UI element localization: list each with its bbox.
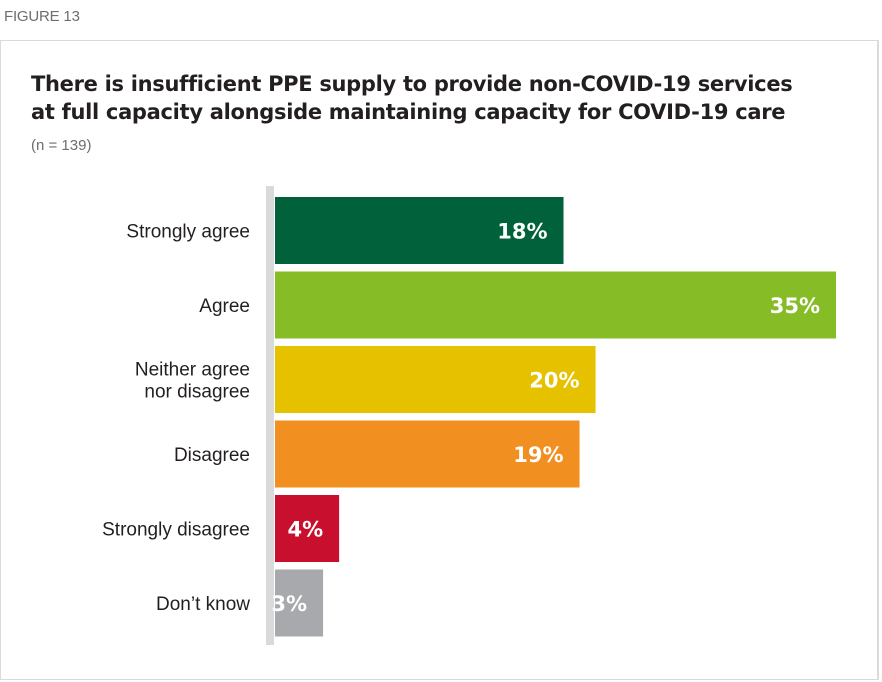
category-label-line: nor disagree (144, 382, 250, 403)
category-label: Don’t know (156, 594, 250, 615)
category-label: Strongly agree (126, 222, 250, 243)
category-label-line: Agree (199, 296, 250, 317)
category-label-line: Strongly disagree (102, 520, 250, 541)
figure-label: FIGURE 13 (4, 8, 80, 25)
category-label: Disagree (174, 445, 250, 466)
bar (275, 271, 836, 339)
bar (275, 569, 324, 637)
bar (275, 346, 596, 413)
bar-value-label: 3% (271, 592, 307, 616)
chart-subtitle: (n = 139) (31, 137, 92, 154)
bar-value-label: 18% (497, 220, 547, 244)
category-label-line: Neither agree (135, 360, 250, 381)
bar (275, 495, 340, 562)
category-label-line: Disagree (174, 445, 250, 466)
category-label: Strongly disagree (102, 520, 250, 541)
chart-title-line-2: at full capacity alongside maintaining c… (31, 100, 786, 124)
chart-title-line-1: There is insufficient PPE supply to prov… (31, 72, 793, 96)
category-label: Neither agree nor disagree (135, 360, 250, 403)
bar-value-label: 4% (287, 518, 323, 542)
category-label-line: Strongly agree (126, 222, 250, 243)
bar (275, 197, 564, 264)
bar-value-label: 20% (529, 369, 579, 393)
bar-value-label: 19% (513, 443, 563, 467)
chart-title: There is insufficient PPE supply to prov… (31, 70, 871, 126)
category-label-line: Don’t know (156, 594, 250, 615)
category-label: Agree (199, 296, 250, 317)
bar-value-label: 35% (770, 294, 820, 318)
y-axis-line (266, 186, 274, 645)
bar (275, 420, 580, 488)
